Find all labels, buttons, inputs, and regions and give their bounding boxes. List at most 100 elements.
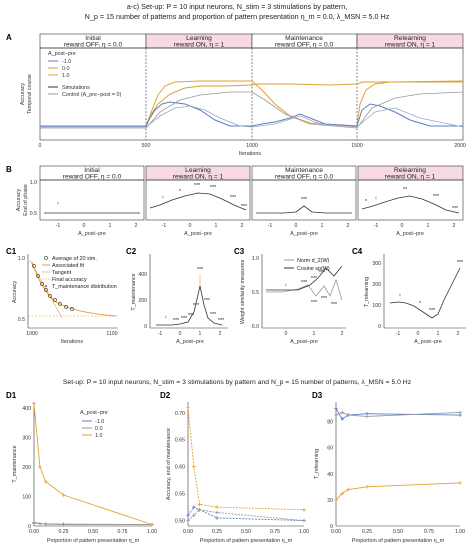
b-star-learning-3: *** <box>230 195 237 201</box>
b-phase-maintenance-cond: reward OFF, η = 0.0 <box>275 174 334 181</box>
b-axes-relearning <box>357 179 464 221</box>
c4-ytick-2: 200 <box>372 282 381 288</box>
panel-label-d1: D1 <box>6 391 17 400</box>
b-xticks: -1 0 1 2 -1 0 1 2 -1 0 1 2 -1 0 1 2 <box>56 223 456 229</box>
b-xtick-r3: 2 <box>453 223 456 229</box>
d1-xtick-3: 0.75 <box>117 529 127 535</box>
c1-legend-avg-marker <box>44 256 48 260</box>
d2-series-2 <box>187 407 305 511</box>
d3-xlabel: Proportion of pattern presentation η_m <box>352 538 445 544</box>
d2-point-0-1 <box>192 505 196 509</box>
c2-star-1: *** <box>181 316 188 322</box>
b-xtick-i2: 1 <box>109 223 112 229</box>
panel-label-c3: C3 <box>234 247 245 256</box>
d3-point-0-1 <box>340 417 344 421</box>
b-curve-learning <box>149 192 247 211</box>
c1-legend: Average of 20 sim. Associated fit Tangen… <box>42 256 117 290</box>
d2-ytick-0: 0.50 <box>175 519 185 525</box>
c2-star-7: *** <box>218 318 225 324</box>
b-curve-relearning <box>361 195 460 214</box>
c1-xtick-0: 1000 <box>26 331 38 337</box>
b-xtick-i3: 2 <box>135 223 138 229</box>
d2-point-0-0 <box>186 513 190 518</box>
b-arrow-learning: ↓ <box>162 194 165 200</box>
c1-ylabel: Accuracy <box>12 281 18 303</box>
b-ytick-1: 1.0 <box>30 180 37 186</box>
d3-xtick-3: 0.75 <box>424 529 434 535</box>
b-ylabel-2: End of phase <box>23 184 29 216</box>
d2-point-2-4 <box>302 508 306 512</box>
d3-point-1-2 <box>346 413 351 417</box>
c3-xtick-1: 1 <box>313 331 316 337</box>
d3-series-2 <box>335 482 461 501</box>
d1-ytick-0: 0 <box>28 524 31 530</box>
b-xtick-m2: 1 <box>321 223 324 229</box>
c3-ytick-1: 0.5 <box>252 290 259 296</box>
a-ylabel-2: Temporal course <box>27 74 33 114</box>
c3-legend-1: Cosine sp(W) <box>297 266 330 272</box>
d2-ytick-4: 0.70 <box>175 411 185 417</box>
header-bottom-line1: Set-up: P = 10 input neurons, N_stim = 3… <box>63 379 412 386</box>
panel-a: Initial reward OFF, η = 0.0 Learning rew… <box>20 33 466 157</box>
d3-xtick-1: 0.25 <box>362 529 372 535</box>
d3-xtick-4: 1.00 <box>455 529 465 535</box>
d1-ytick-4: 400 <box>22 406 31 412</box>
b-axes-initial <box>39 179 145 221</box>
d1-ylabel: T_maintenance <box>12 445 18 482</box>
panel-c1: 0.5 1.0 1000 1100 Iterations Accuracy Av… <box>12 254 118 345</box>
c1-ytick-1: 1.0 <box>18 256 25 262</box>
d2-xtick-4: 1.00 <box>299 529 309 535</box>
b-axes-learning <box>145 179 251 221</box>
c4-ytick-0: 0 <box>378 324 381 330</box>
d3-ytick-1: 20 <box>327 498 333 504</box>
curve-gold <box>40 81 463 127</box>
b-phase-initial-cond: reward OFF, η = 0.0 <box>63 174 122 181</box>
b-xtick-l0: -1 <box>162 223 167 229</box>
panel-a-axes <box>39 47 464 141</box>
b-xlabel-maintenance: A_post−pre <box>290 231 318 237</box>
d1-ytick-1: 100 <box>22 494 31 500</box>
d1-point-2-1 <box>38 465 42 469</box>
phase-learning-name: Learning <box>186 35 212 42</box>
b-phase-relearning-name: Relearning <box>394 167 426 174</box>
d1-xlabel: Proportion of pattern presentation η_m <box>47 538 140 544</box>
c2-star-2: *** <box>188 313 195 319</box>
c3-xlabel: A_post−pre <box>290 339 318 345</box>
b-arrow-relearning: ↓ <box>375 195 378 201</box>
c3-legend: Norm d_2(W) Cosine sp(W) <box>284 258 330 272</box>
b-star-maintenance-0: *** <box>301 197 308 203</box>
b-star-relearning-3: *** <box>452 206 459 212</box>
d3-point-2-3 <box>365 485 369 489</box>
b-xtick-m0: -1 <box>268 223 273 229</box>
phase-initial-name: Initial <box>85 35 101 42</box>
c2-xtick-0: -1 <box>158 331 163 337</box>
d3-point-1-4 <box>458 410 462 415</box>
phase-learning-cond: reward ON, η = 1 <box>174 42 225 49</box>
c3-cosine-curve <box>266 265 343 291</box>
a-xlabel: Iterations <box>239 151 261 157</box>
c1-legend-dist-marker: × <box>44 284 47 290</box>
b-phase-initial-name: Initial <box>84 167 100 174</box>
c4-arrow: ↓ <box>399 292 402 298</box>
c3-star-3: *** <box>311 300 318 306</box>
c3-ytick-2: 1.0 <box>252 256 259 262</box>
curve-control <box>40 91 464 129</box>
c4-xtick-1: 0 <box>417 331 420 337</box>
c2-ytick-1: 200 <box>138 298 147 304</box>
panel-label-a: A <box>6 33 12 42</box>
c2-curve <box>156 285 223 326</box>
panel-label-d3: D3 <box>312 391 323 400</box>
d2-point-2-0 <box>186 405 190 410</box>
b-xtick-l1: 0 <box>189 223 192 229</box>
panel-d1: 0.00 0.25 0.50 0.75 1.00 0 100 200 300 400 Proport… <box>12 401 157 544</box>
c2-ylabel: T_maintenance <box>131 273 137 310</box>
b-xtick-i1: 0 <box>83 223 86 229</box>
a-ylabel-1: Accuracy <box>20 83 26 105</box>
b-phase-maintenance-name: Maintenance <box>285 167 323 174</box>
d3-ytick-4: 80 <box>327 420 333 426</box>
b-xtick-l3: 2 <box>241 223 244 229</box>
d1-xtick-1: 0.25 <box>58 529 68 535</box>
legend-item-control: Control (A_pre−post = 0) <box>62 92 122 98</box>
phase-maintenance-cond: reward OFF, η = 0.0 <box>275 42 334 49</box>
c1-ytick-0: 0.5 <box>18 317 25 323</box>
